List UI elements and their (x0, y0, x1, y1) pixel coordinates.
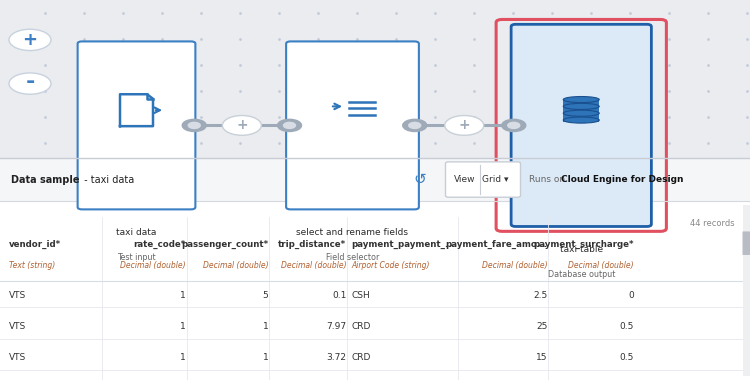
Text: Decimal (double): Decimal (double) (568, 261, 634, 270)
Ellipse shape (563, 117, 599, 123)
Text: taxi table: taxi table (560, 245, 603, 254)
Text: CRD: CRD (351, 353, 370, 363)
Text: Airport Code (string): Airport Code (string) (351, 261, 430, 270)
Text: VTS: VTS (9, 291, 26, 300)
Circle shape (409, 122, 421, 128)
Text: ↺: ↺ (414, 172, 426, 187)
Text: Test input: Test input (117, 253, 156, 262)
Text: 1: 1 (180, 322, 186, 331)
Text: CSH: CSH (351, 291, 370, 300)
Text: Decimal (double): Decimal (double) (482, 261, 548, 270)
FancyBboxPatch shape (0, 0, 750, 158)
Text: rate_code*: rate_code* (134, 240, 186, 249)
Text: 7.97: 7.97 (326, 322, 346, 331)
Text: +: + (458, 119, 470, 132)
Text: 3.72: 3.72 (326, 353, 346, 363)
Circle shape (182, 119, 206, 131)
Text: +: + (22, 31, 38, 49)
FancyBboxPatch shape (563, 100, 599, 122)
Text: CRD: CRD (351, 322, 370, 331)
Text: 44 records: 44 records (690, 219, 735, 228)
Circle shape (188, 122, 200, 128)
Text: 1: 1 (180, 353, 186, 363)
FancyBboxPatch shape (286, 41, 418, 209)
Circle shape (9, 29, 51, 51)
Text: 0.5: 0.5 (620, 353, 634, 363)
Text: trip_distance*: trip_distance* (278, 240, 346, 249)
Circle shape (445, 116, 484, 135)
Text: -: - (26, 72, 34, 92)
Text: VTS: VTS (9, 322, 26, 331)
Text: View: View (454, 175, 476, 184)
Circle shape (502, 119, 526, 131)
Text: select and rename fields: select and rename fields (296, 228, 409, 237)
Text: +: + (236, 119, 248, 132)
Text: Database output: Database output (548, 270, 615, 279)
Text: payment_fare_amo...: payment_fare_amo... (446, 240, 548, 249)
Circle shape (403, 119, 427, 131)
Text: Runs on: Runs on (529, 175, 565, 184)
Text: Cloud Engine for Design: Cloud Engine for Design (561, 175, 683, 184)
Text: 25: 25 (536, 322, 548, 331)
Text: 1: 1 (180, 291, 186, 300)
Ellipse shape (563, 103, 599, 109)
Ellipse shape (563, 97, 599, 103)
Circle shape (222, 116, 261, 135)
Text: Field selector: Field selector (326, 253, 380, 262)
Text: 5: 5 (262, 291, 268, 300)
Text: 15: 15 (536, 353, 548, 363)
FancyBboxPatch shape (0, 158, 750, 201)
Text: passenger_count*: passenger_count* (182, 240, 268, 249)
Text: Decimal (double): Decimal (double) (280, 261, 346, 270)
Circle shape (278, 119, 302, 131)
Text: Grid ▾: Grid ▾ (482, 175, 509, 184)
Text: - taxi data: - taxi data (81, 174, 134, 185)
FancyBboxPatch shape (78, 41, 195, 209)
Text: Decimal (double): Decimal (double) (202, 261, 268, 270)
FancyBboxPatch shape (446, 162, 520, 197)
Text: taxi data: taxi data (116, 228, 157, 237)
FancyBboxPatch shape (742, 205, 750, 376)
Text: 0: 0 (628, 291, 634, 300)
Text: 0.5: 0.5 (620, 322, 634, 331)
Circle shape (508, 122, 520, 128)
Text: 2.5: 2.5 (533, 291, 548, 300)
Text: 0.1: 0.1 (332, 291, 346, 300)
Text: VTS: VTS (9, 353, 26, 363)
Text: vendor_id*: vendor_id* (9, 240, 62, 249)
FancyBboxPatch shape (0, 158, 750, 380)
Circle shape (9, 73, 51, 94)
Text: 1: 1 (262, 322, 268, 331)
Text: Decimal (double): Decimal (double) (120, 261, 186, 270)
FancyBboxPatch shape (742, 231, 750, 255)
Text: 1: 1 (262, 353, 268, 363)
Text: payment_payment_...: payment_payment_... (351, 240, 455, 249)
FancyBboxPatch shape (512, 24, 651, 226)
Text: payment_surcharge*: payment_surcharge* (533, 240, 634, 249)
Ellipse shape (563, 110, 599, 116)
Circle shape (284, 122, 296, 128)
Text: Text (string): Text (string) (9, 261, 56, 270)
Text: Data sample: Data sample (11, 174, 80, 185)
